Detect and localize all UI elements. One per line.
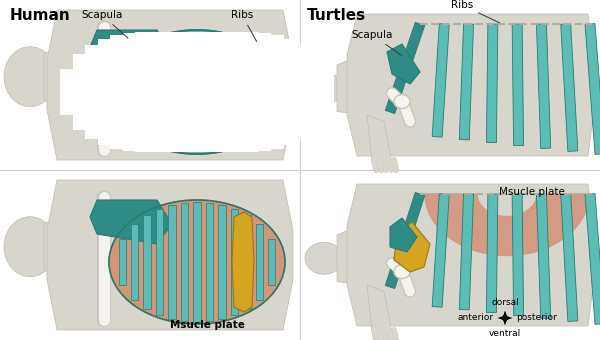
Text: Msucle plate: Msucle plate [499,187,565,197]
Polygon shape [367,115,392,163]
Text: Ribs: Ribs [231,10,257,41]
Polygon shape [585,23,600,154]
Bar [181,203,188,321]
Bar [131,224,139,300]
Bar [169,205,176,319]
Bar [268,239,275,285]
Polygon shape [512,194,524,316]
Text: posterior: posterior [516,313,557,323]
Polygon shape [536,194,551,319]
Polygon shape [387,44,420,84]
Ellipse shape [109,200,285,324]
Polygon shape [90,30,172,74]
Polygon shape [385,192,425,289]
Polygon shape [347,14,593,156]
Polygon shape [390,218,417,252]
Bar [243,215,251,309]
Polygon shape [425,194,589,255]
Text: Scapula: Scapula [352,30,402,55]
Polygon shape [90,200,172,244]
FancyBboxPatch shape [44,222,70,271]
Polygon shape [459,194,473,310]
Ellipse shape [305,242,343,274]
Text: ventral: ventral [489,329,521,338]
Ellipse shape [109,30,285,154]
Polygon shape [561,194,578,321]
Polygon shape [367,285,392,333]
Polygon shape [585,193,600,324]
Polygon shape [385,22,425,114]
Polygon shape [47,180,293,330]
Bar [143,215,151,309]
Polygon shape [337,55,362,115]
Ellipse shape [4,47,56,107]
Polygon shape [536,24,551,149]
Ellipse shape [394,265,410,278]
Text: Scapula: Scapula [82,10,128,38]
Polygon shape [347,184,593,326]
Text: Turtles: Turtles [307,8,366,23]
Polygon shape [487,194,498,313]
Polygon shape [394,222,430,272]
Bar [218,205,226,319]
Ellipse shape [4,217,56,277]
Polygon shape [232,212,254,312]
Bar [119,239,126,285]
Bar [193,203,201,322]
Polygon shape [512,24,524,146]
Text: Ribs: Ribs [451,0,499,23]
Polygon shape [47,10,293,160]
Polygon shape [459,24,473,140]
Text: Msucle plate: Msucle plate [170,320,244,330]
Ellipse shape [394,95,410,108]
Bar [156,209,163,315]
Polygon shape [561,24,578,151]
Ellipse shape [305,72,343,104]
Text: dorsal: dorsal [491,298,519,307]
Polygon shape [432,194,449,307]
Text: anterior: anterior [458,313,494,323]
Polygon shape [337,225,362,285]
Bar [230,209,238,315]
Polygon shape [487,24,498,143]
Polygon shape [432,24,449,137]
Text: Human: Human [10,8,71,23]
FancyBboxPatch shape [44,52,70,101]
Bar [256,224,263,300]
Bar [206,203,213,321]
